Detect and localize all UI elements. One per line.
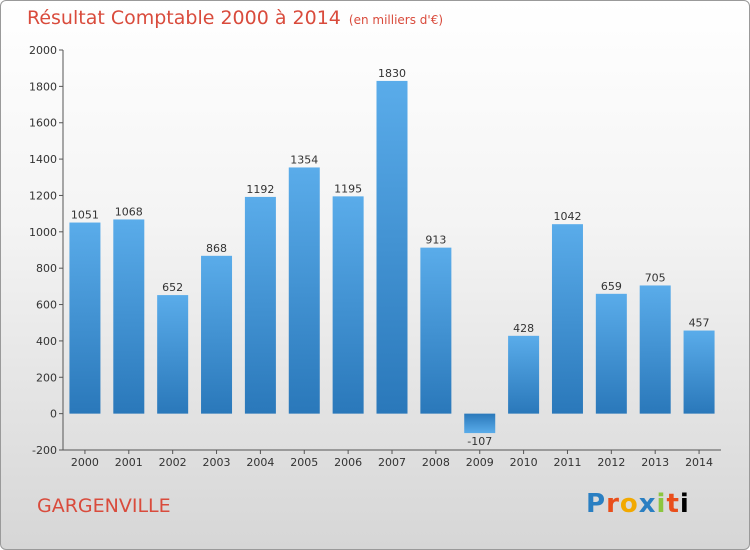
data-label: 652 <box>162 281 183 294</box>
bar <box>420 247 452 414</box>
data-label: 705 <box>645 271 666 284</box>
bar <box>201 255 233 414</box>
x-tick-label: 2002 <box>159 456 187 469</box>
data-label: 1068 <box>115 205 143 218</box>
y-tick-label: 800 <box>36 262 57 275</box>
data-label: 1042 <box>553 210 581 223</box>
bar <box>551 224 583 414</box>
chart-subtitle: (en milliers d'€) <box>348 13 444 27</box>
x-tick-label: 2008 <box>422 456 450 469</box>
bar <box>683 330 715 414</box>
x-tick-label: 2005 <box>290 456 318 469</box>
bar <box>464 413 496 434</box>
data-label: 1830 <box>378 67 406 80</box>
data-label: 659 <box>601 280 622 293</box>
bar <box>639 285 671 414</box>
bar <box>244 196 276 414</box>
bar <box>157 295 189 414</box>
proxiti-logo: Proxiti <box>586 489 690 519</box>
chart-title: Résultat Comptable 2000 à 2014 (en millie… <box>27 7 443 29</box>
data-label: 1354 <box>290 153 318 166</box>
bar <box>508 335 540 414</box>
y-tick-label: -200 <box>32 444 57 457</box>
data-label: 1192 <box>246 183 274 196</box>
bar <box>288 167 320 414</box>
x-tick-label: 2011 <box>553 456 581 469</box>
bar <box>595 293 627 414</box>
logo-letter: o <box>619 489 639 519</box>
x-tick-label: 2012 <box>597 456 625 469</box>
data-labels: 1051 1068 652 868 1192 1354 1195 1830 913 -107 428… <box>71 67 710 448</box>
bar <box>69 222 101 414</box>
data-label: 868 <box>206 242 227 255</box>
axes: -200 0 200 400 600 800 1000 1200 1400 1600 1800 200… <box>29 44 721 469</box>
bar <box>332 196 364 414</box>
logo-letter: x <box>638 489 657 519</box>
x-tick-label: 2013 <box>641 456 669 469</box>
data-label: 1195 <box>334 182 362 195</box>
y-tick-label: 0 <box>50 408 57 421</box>
y-tick-label: 600 <box>36 299 57 312</box>
y-tick-label: 1000 <box>29 226 57 239</box>
bar <box>376 80 408 414</box>
x-tick-label: 2014 <box>685 456 713 469</box>
city-name: GARGENVILLE <box>37 495 171 517</box>
logo-letter: i <box>656 489 667 519</box>
x-tick-label: 2007 <box>378 456 406 469</box>
logo-letter: P <box>586 489 607 519</box>
y-tick-label: 1400 <box>29 153 57 166</box>
logo-letter: i <box>679 489 690 519</box>
x-tick-label: 2004 <box>246 456 274 469</box>
x-tick-label: 2010 <box>510 456 538 469</box>
y-tick-label: 1200 <box>29 189 57 202</box>
y-tick-label: 1800 <box>29 80 57 93</box>
bars <box>69 80 715 434</box>
x-tick-label: 2003 <box>203 456 231 469</box>
logo-letter: r <box>606 489 620 519</box>
x-tick-label: 2006 <box>334 456 362 469</box>
y-tick-label: 2000 <box>29 44 57 57</box>
y-tick-label: 1600 <box>29 117 57 130</box>
data-label: -107 <box>467 435 492 448</box>
x-tick-label: 2009 <box>466 456 494 469</box>
data-label: 913 <box>425 234 446 247</box>
y-tick-label: 400 <box>36 335 57 348</box>
data-label: 1051 <box>71 209 99 222</box>
x-tick-label: 2000 <box>71 456 99 469</box>
data-label: 428 <box>513 322 534 335</box>
x-tick-label: 2001 <box>115 456 143 469</box>
data-label: 457 <box>689 317 710 330</box>
logo-letter: t <box>666 489 680 519</box>
chart-title-text: Résultat Comptable 2000 à 2014 <box>27 7 341 29</box>
bar <box>113 219 145 414</box>
y-tick-label: 200 <box>36 371 57 384</box>
